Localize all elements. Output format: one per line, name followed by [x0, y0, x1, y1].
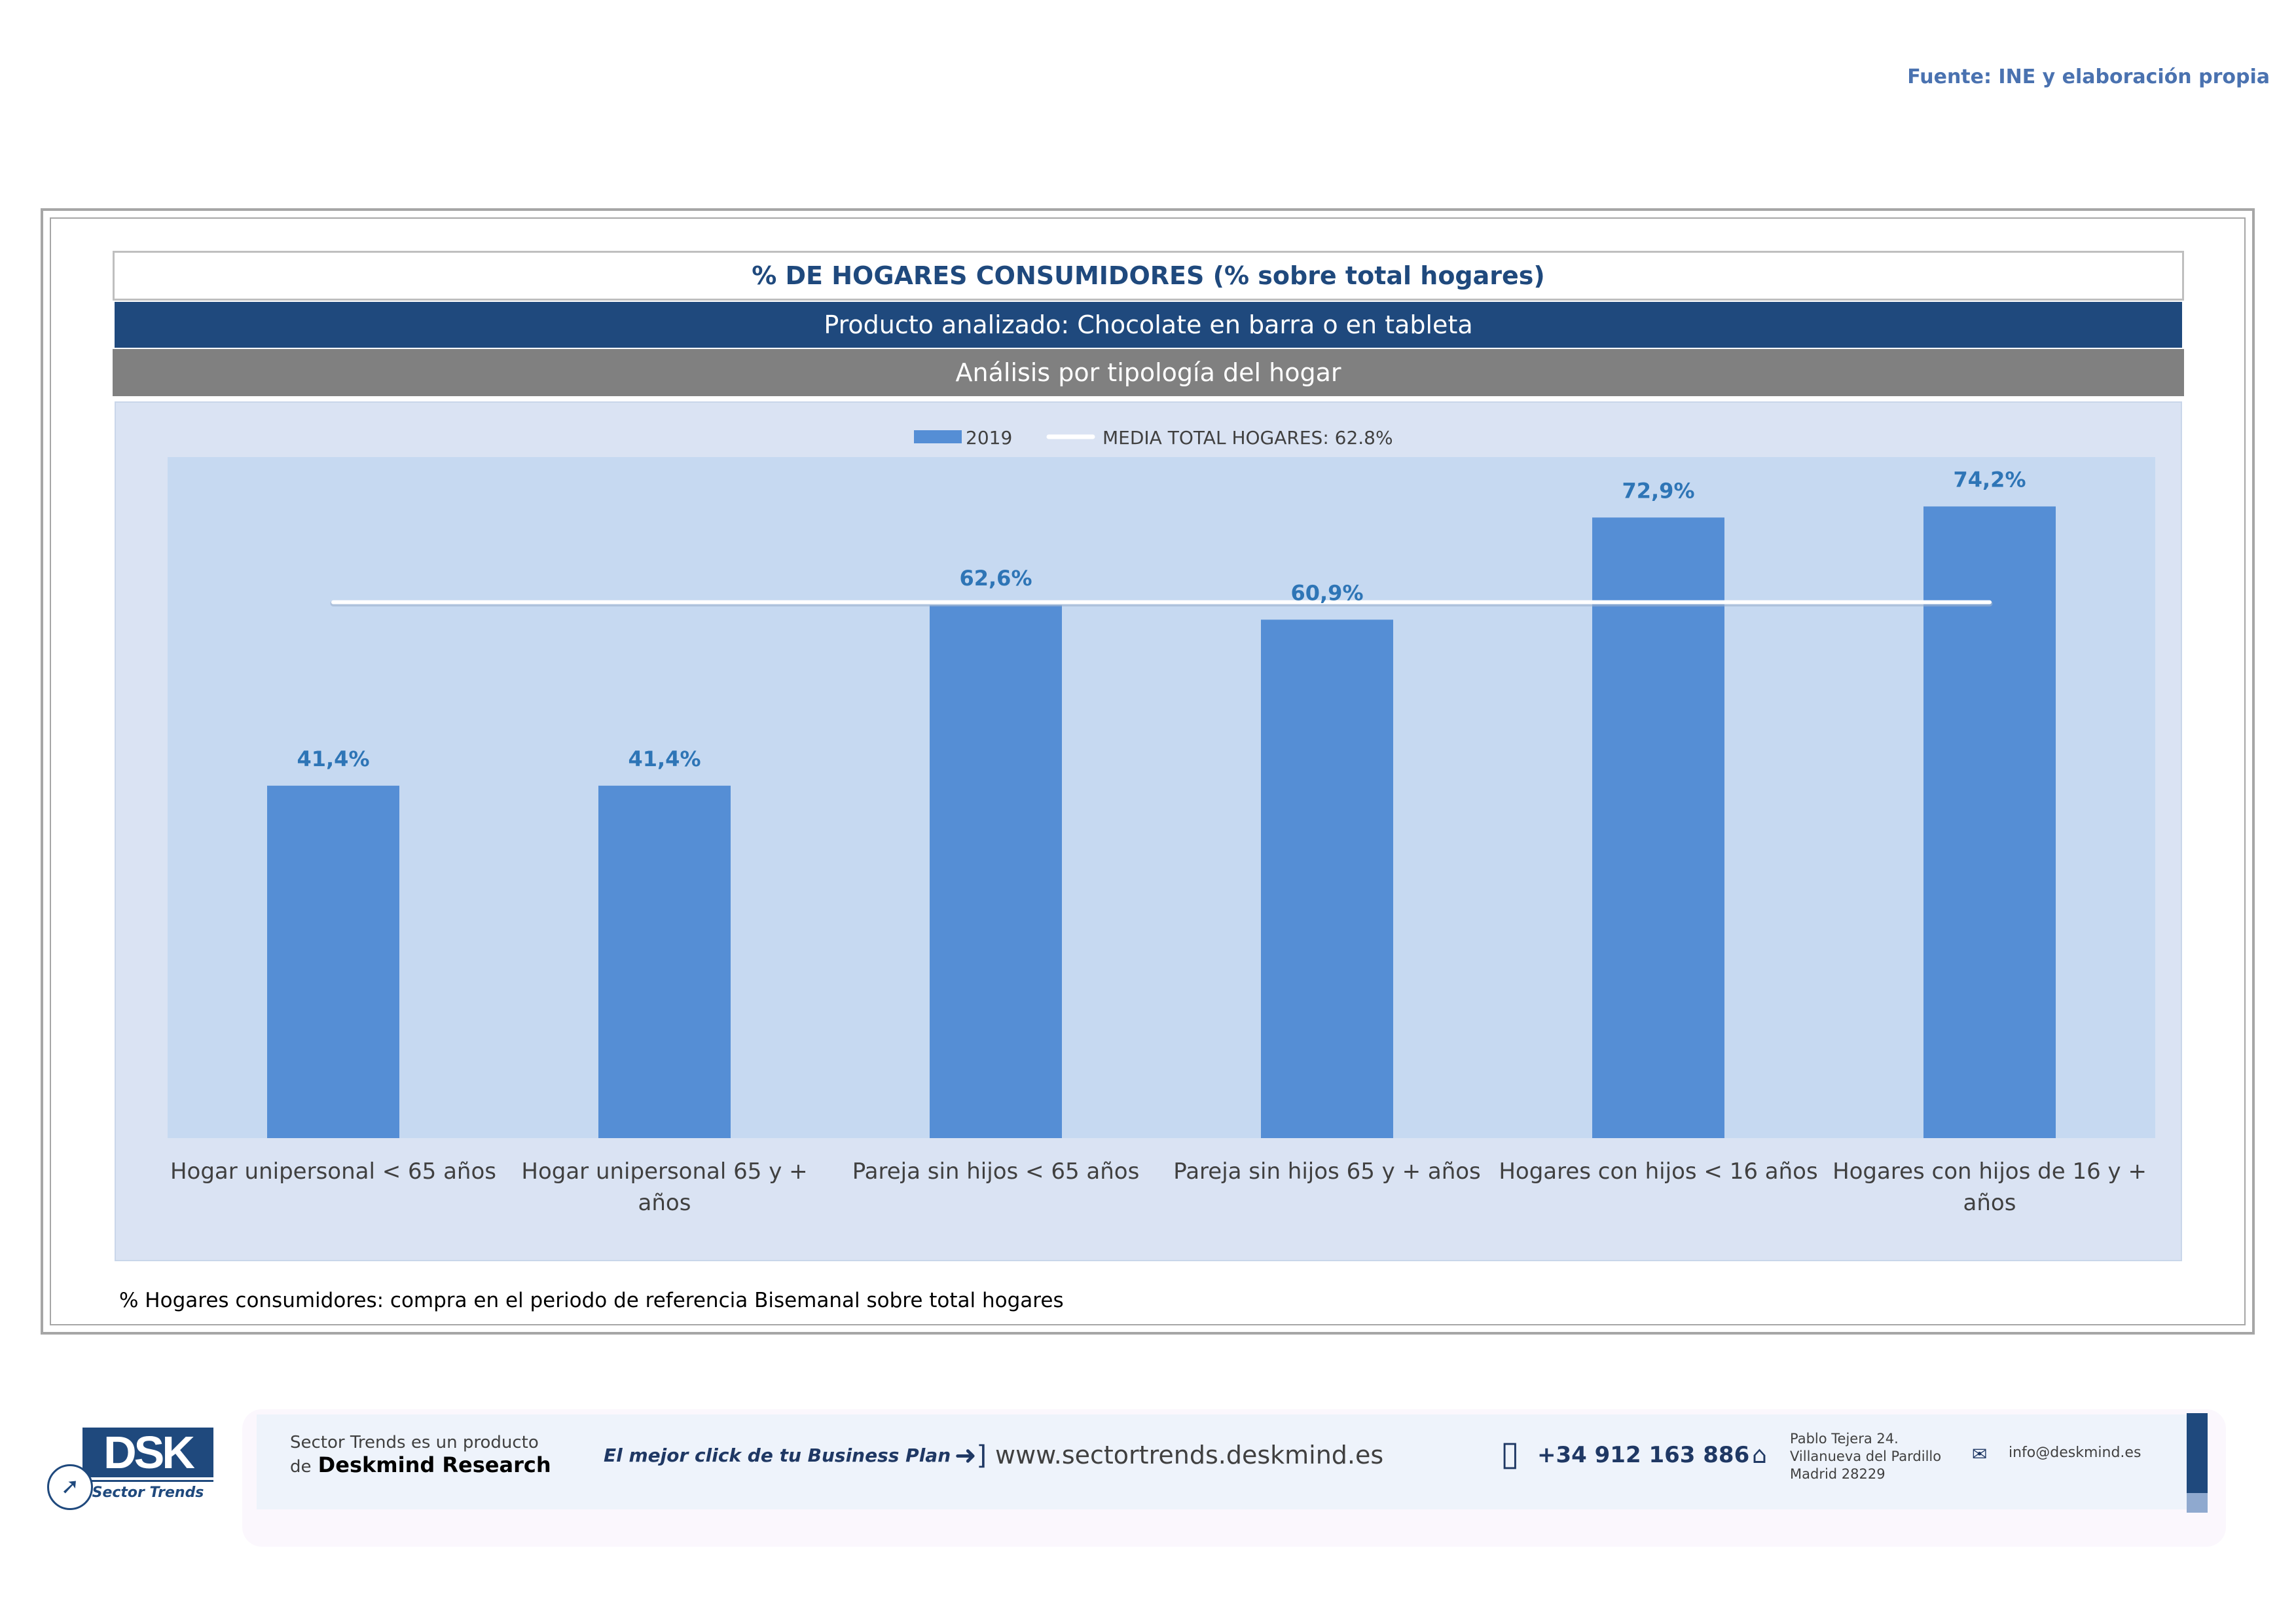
data-label-1: 41,4%: [297, 747, 369, 771]
footer-slogan: El mejor click de tu Business Plan: [604, 1445, 951, 1466]
plot-background: [168, 457, 2155, 1138]
bar-4: [1261, 619, 1393, 1138]
analysis-band: Análisis por tipología del hogar: [113, 349, 2184, 396]
dsk-logo: DSK Sector Trends ➚: [47, 1428, 217, 1510]
bar-3: [930, 605, 1062, 1138]
rocket-icon: ➚: [47, 1464, 93, 1510]
chart-title: % DE HOGARES CONSUMIDORES (% sobre total…: [113, 251, 2184, 301]
home-icon: ⌂: [1752, 1442, 1767, 1469]
login-icon: ➜]: [955, 1441, 987, 1471]
category-label-2-line-1: Hogar unipersonal 65 y +: [521, 1158, 807, 1185]
footer-email[interactable]: info@deskmind.es: [2009, 1445, 2141, 1461]
footer-address: Pablo Tejera 24. Villanueva del Pardillo…: [1790, 1431, 1942, 1482]
data-label-5: 72,9%: [1622, 478, 1694, 503]
mail-icon: ✉: [1972, 1443, 1988, 1465]
chart-area: 41,4% 41,4% 62,6% 60,9% 72,9% 74,2% Hogar unip…: [115, 401, 2182, 1261]
legend-label-2019: 2019: [966, 427, 1012, 449]
legend-swatch-2019: [914, 430, 962, 443]
bar-1: [267, 785, 399, 1138]
footer-phone[interactable]: +34 912 163 886: [1537, 1442, 1750, 1468]
footnote: % Hogares consumidores: compra en el per…: [119, 1289, 1064, 1312]
category-label-1: Hogar unipersonal < 65 años: [170, 1158, 496, 1185]
footer-brand-line: de Deskmind Research: [290, 1452, 551, 1477]
data-label-3: 62,6%: [959, 566, 1032, 591]
category-label-4: Pareja sin hijos 65 y + años: [1173, 1158, 1481, 1185]
data-label-6: 74,2%: [1953, 467, 2026, 492]
bar-chart: 41,4% 41,4% 62,6% 60,9% 72,9% 74,2% Hogar unip…: [168, 427, 2155, 1216]
data-label-4: 60,9%: [1290, 580, 1363, 605]
legend-label-mean: MEDIA TOTAL HOGARES: 62.8%: [1102, 427, 1393, 449]
footer-product-line: Sector Trends es un producto: [290, 1433, 539, 1452]
source-note: Fuente: INE y elaboración propia: [1907, 65, 2270, 88]
chart-frame: [41, 208, 2255, 1335]
data-label-2: 41,4%: [628, 747, 701, 771]
category-label-6-line-1: Hogares con hijos de 16 y +: [1832, 1158, 2147, 1185]
phone-icon: ▯: [1501, 1434, 1520, 1473]
bar-6: [1923, 506, 2056, 1138]
category-label-3: Pareja sin hijos < 65 años: [852, 1158, 1140, 1185]
bar-2: [598, 785, 731, 1138]
footer-website[interactable]: www.sectortrends.deskmind.es: [995, 1441, 1384, 1469]
category-label-5: Hogares con hijos < 16 años: [1499, 1158, 1817, 1185]
bar-5: [1592, 517, 1724, 1138]
category-label-2-line-2: años: [638, 1190, 691, 1216]
product-band: Producto analizado: Chocolate en barra o…: [115, 302, 2182, 348]
category-label-6-line-2: años: [1963, 1190, 2016, 1216]
footer: Sector Trends es un producto de Deskmind…: [0, 1395, 2296, 1547]
